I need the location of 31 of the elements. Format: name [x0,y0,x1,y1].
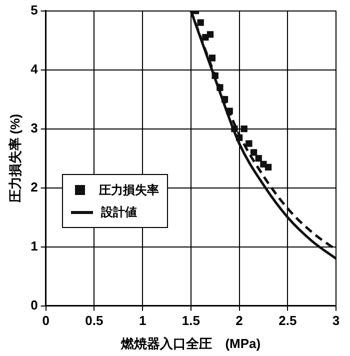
y-tick-label: 1 [30,238,38,254]
x-axis-title: 燃焼器入口全圧 (MPa) [120,336,261,351]
point [236,134,243,141]
y-tick-label: 0 [30,297,38,312]
y-tick-label: 3 [30,120,38,136]
x-tick-label: 1 [138,313,146,328]
point [208,54,216,62]
point [221,96,228,103]
x-tick-label: 1.5 [182,313,200,328]
point [264,164,272,170]
point [231,125,238,132]
x-tick-label: 2.5 [278,313,297,328]
y-tick-label: 5 [30,2,38,18]
point [216,84,224,91]
point [226,108,233,114]
x-tick-label: 3 [332,313,340,328]
x-tick-label: 2 [236,313,243,328]
point [197,19,204,26]
legend-label: 設計値 [101,204,137,220]
legend-label: 圧力損失率 [99,182,159,198]
x-tick-label: 0.5 [85,313,104,328]
y-tick-label: 4 [30,61,39,76]
point [246,140,252,147]
x-tick-label: 0 [42,313,50,328]
point [206,31,214,38]
point [240,125,248,132]
y-tick-label: 2 [30,179,38,194]
y-axis-title: 圧力損失率 (%) [7,114,22,204]
point [255,154,262,162]
point [212,72,218,80]
point [250,149,258,156]
